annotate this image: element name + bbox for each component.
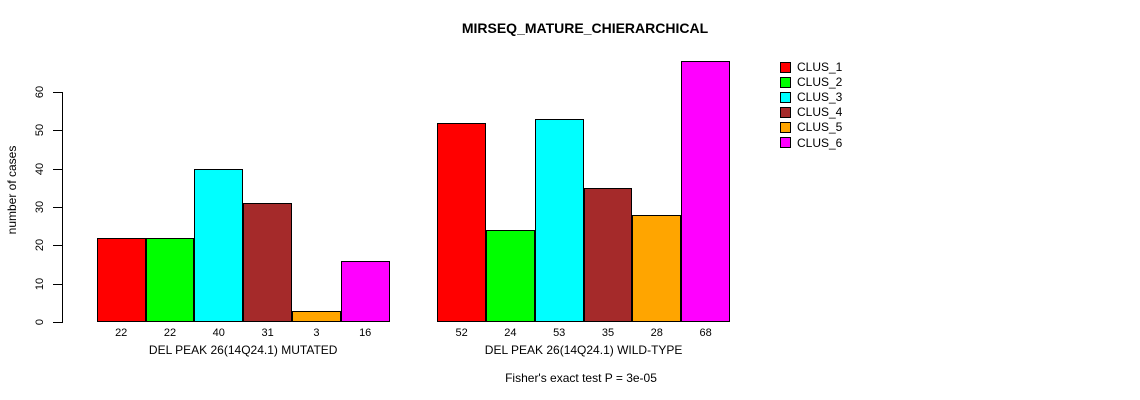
bar-clus_3-group-2 xyxy=(534,118,584,322)
bar-clus_6-group-2 xyxy=(681,61,730,322)
legend-item-clus_3: CLUS_3 xyxy=(780,91,842,103)
legend-item-clus_6: CLUS_6 xyxy=(780,137,842,149)
y-tick xyxy=(53,322,62,323)
y-tick-label: 30 xyxy=(34,200,46,214)
x-group-label-2: DEL PEAK 26(14Q24.1) WILD-TYPE xyxy=(484,343,683,357)
legend-color-swatch xyxy=(780,76,791,88)
legend-label: CLUS_5 xyxy=(797,120,843,135)
bar-value-label: 68 xyxy=(699,327,712,339)
bar-value-label: 28 xyxy=(650,327,663,339)
y-tick-label: 40 xyxy=(34,162,46,175)
y-tick-label: 0 xyxy=(34,318,46,326)
y-tick-label: 10 xyxy=(34,277,46,290)
bar-value-label: 3 xyxy=(313,327,320,339)
bar-clus_2-group-1 xyxy=(145,237,195,322)
bar-clus_1-group-1 xyxy=(96,237,146,322)
bar-value-label: 16 xyxy=(359,327,372,339)
bar-clus_1-group-2 xyxy=(437,122,486,322)
bar-value-label: 22 xyxy=(115,327,128,339)
legend-item-clus_4: CLUS_4 xyxy=(780,106,842,118)
y-tick-label: 60 xyxy=(34,85,46,99)
bar-value-label: 35 xyxy=(601,327,615,339)
bar-clus_3-group-1 xyxy=(194,168,244,322)
bar-clus_4-group-2 xyxy=(583,187,633,322)
legend-color-swatch xyxy=(780,106,791,118)
legend-item-clus_1: CLUS_1 xyxy=(780,61,842,73)
y-axis-label: number of cases xyxy=(5,145,19,235)
legend-label: CLUS_6 xyxy=(797,135,843,150)
bar-clus_4-group-1 xyxy=(243,203,292,322)
legend-label: CLUS_1 xyxy=(797,60,843,74)
bar-value-label: 52 xyxy=(455,327,468,339)
y-tick-label: 20 xyxy=(34,239,46,252)
bar-value-label: 40 xyxy=(212,327,225,339)
bar-value-label: 22 xyxy=(163,327,177,339)
y-tick xyxy=(53,245,62,247)
bar-value-label: 31 xyxy=(261,327,274,339)
chart-title: MIRSEQ_MATURE_CHIERARCHICAL xyxy=(461,20,709,36)
bar-clus_6-group-1 xyxy=(340,260,390,322)
annotation-text: Fisher's exact test P = 3e-05 xyxy=(505,371,657,385)
y-tick xyxy=(53,283,62,285)
bar-clus_5-group-1 xyxy=(292,310,341,322)
bar-clus_5-group-2 xyxy=(632,214,682,322)
legend-label: CLUS_2 xyxy=(797,75,843,90)
legend-label: CLUS_3 xyxy=(797,90,843,105)
y-tick xyxy=(53,92,62,93)
legend-color-swatch xyxy=(780,137,791,148)
legend-color-swatch xyxy=(780,91,791,103)
legend-color-swatch xyxy=(780,61,791,73)
legend-color-swatch xyxy=(780,121,791,133)
legend-item-clus_5: CLUS_5 xyxy=(780,121,842,133)
legend-item-clus_2: CLUS_2 xyxy=(780,76,842,88)
y-tick-label: 50 xyxy=(34,124,46,137)
x-group-label-1: DEL PEAK 26(14Q24.1) MUTATED xyxy=(148,343,338,357)
y-tick xyxy=(53,130,62,132)
legend-label: CLUS_4 xyxy=(797,105,843,120)
y-tick xyxy=(53,207,62,208)
y-axis-line xyxy=(62,92,63,323)
bar-clus_2-group-2 xyxy=(486,230,535,322)
bar-value-label: 24 xyxy=(504,327,517,339)
bar-value-label: 53 xyxy=(553,327,566,339)
y-tick xyxy=(53,168,62,170)
